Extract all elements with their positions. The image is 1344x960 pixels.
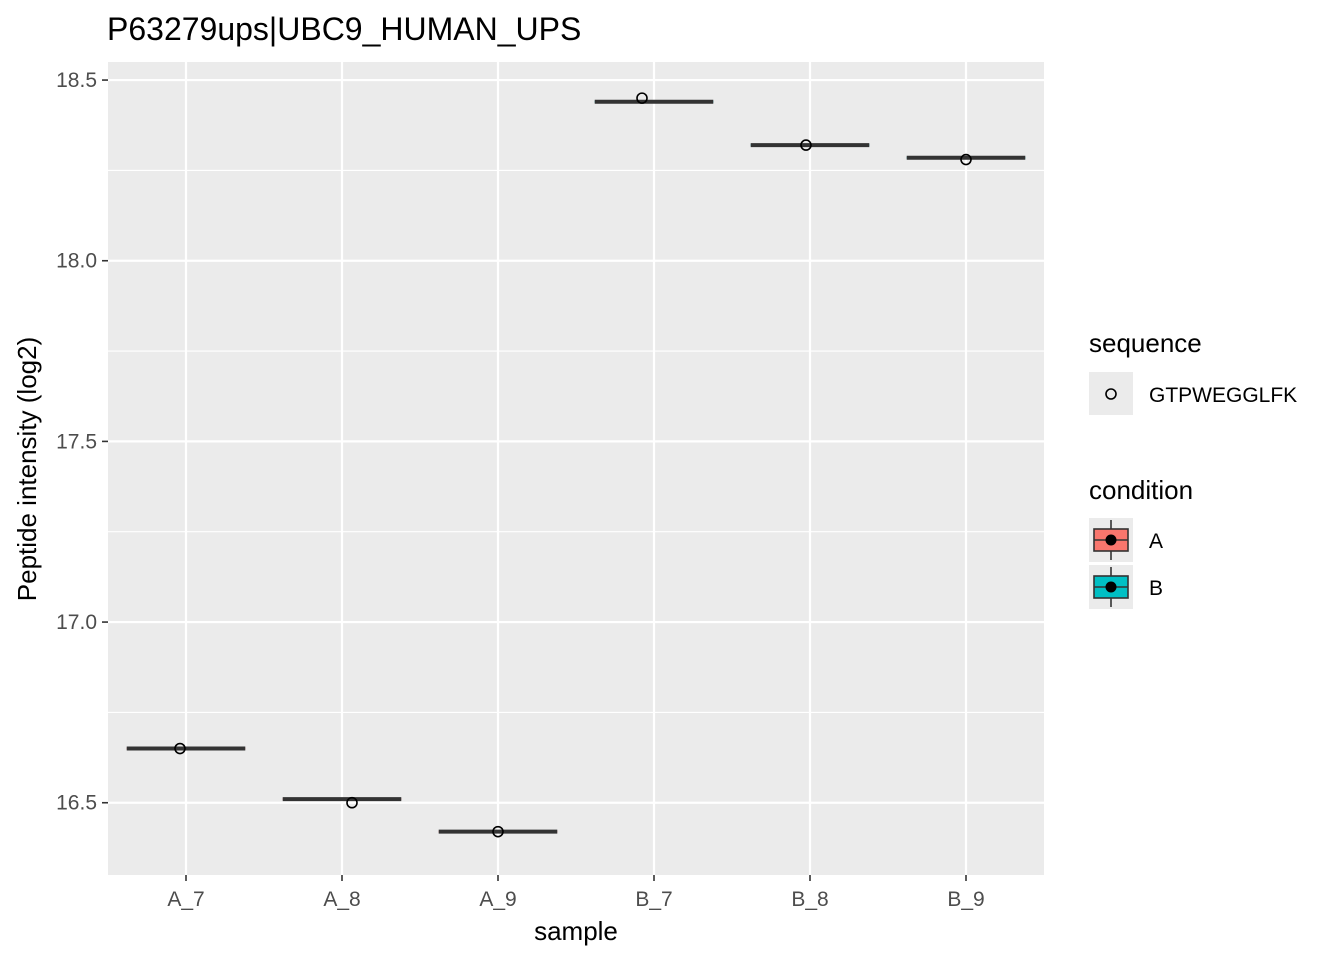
y-tick-label: 18.0 (56, 250, 97, 273)
x-tick-label: B_7 (635, 888, 672, 911)
legend-sequence-point-icon (1105, 388, 1117, 400)
y-tick-label: 17.0 (56, 611, 97, 634)
x-tick-label: A_9 (479, 888, 516, 911)
y-tick-label: 18.5 (56, 69, 97, 92)
panel-background (108, 62, 1044, 875)
legend-condition-title: condition (1089, 475, 1193, 505)
x-tick-label: A_7 (167, 888, 204, 911)
legend-condition-label: A (1149, 530, 1163, 553)
point-A_9 (492, 825, 504, 838)
data-points (174, 92, 972, 838)
legend: sequence GTPWEGGLFK condition AB (1089, 328, 1297, 609)
x-tick-label: A_8 (323, 888, 360, 911)
point-B_9 (960, 153, 972, 166)
grid-lines (108, 62, 1044, 875)
legend-key-point-icon (1105, 534, 1117, 546)
point-B_7 (636, 92, 648, 104)
y-axis-title: Peptide intensity (log2) (12, 337, 42, 601)
legend-sequence-title: sequence (1089, 328, 1202, 358)
x-axis-title: sample (534, 916, 618, 946)
legend-key-point-icon (1105, 581, 1117, 593)
y-tick-label: 16.5 (56, 792, 97, 815)
y-axis-ticks: 16.5 17.0 17.5 18.0 18.5 (56, 69, 108, 815)
x-axis-ticks: A_7 A_8 A_9 B_7 B_8 B_9 (167, 875, 985, 911)
chart-title: P63279ups|UBC9_HUMAN_UPS (107, 11, 581, 47)
point-B_8 (800, 139, 812, 151)
point-A_7 (174, 742, 186, 755)
legend-condition-items: AB (1089, 518, 1163, 609)
legend-sequence-label: GTPWEGGLFK (1149, 384, 1297, 407)
point-A_8 (346, 796, 358, 809)
plot-panel (108, 62, 1044, 875)
boxplots (126, 99, 1026, 834)
y-tick-label: 17.5 (56, 430, 97, 453)
legend-sequence-key (1089, 372, 1133, 415)
x-tick-label: B_9 (947, 888, 984, 911)
x-tick-label: B_8 (791, 888, 828, 911)
legend-condition-label: B (1149, 577, 1163, 600)
